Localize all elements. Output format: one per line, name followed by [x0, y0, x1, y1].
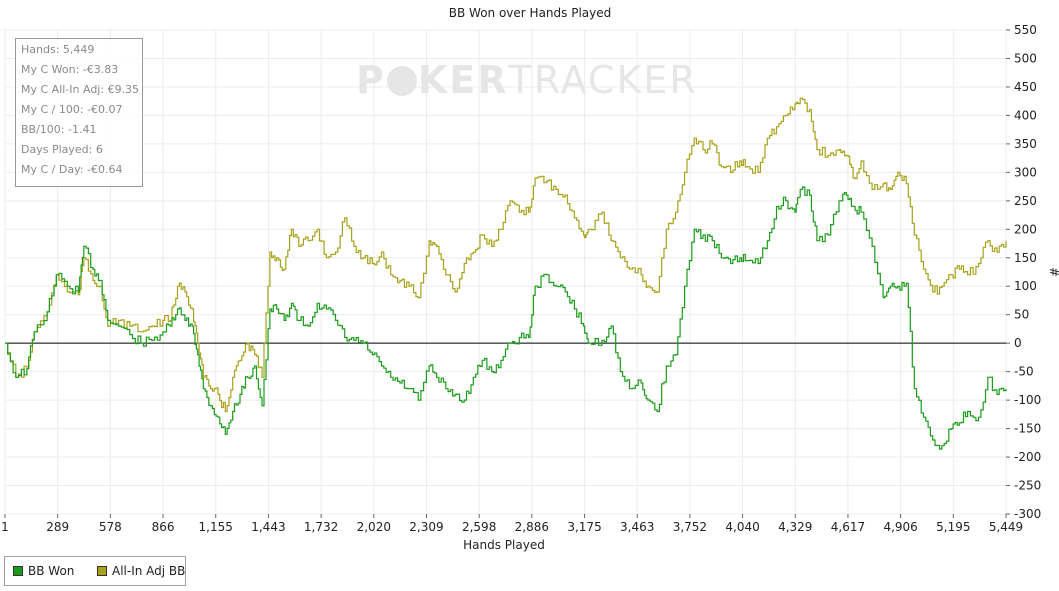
plot-area: [4, 29, 1007, 515]
x-tick-label: 1,732: [304, 520, 338, 534]
y-tick-label: -50: [1014, 365, 1034, 379]
stat-per-day: My C / Day: -€0.64: [21, 163, 123, 176]
y-tick-label: 200: [1014, 222, 1037, 236]
x-tick-label: 3,175: [567, 520, 601, 534]
x-tick-label: 2,886: [515, 520, 549, 534]
legend-label-bb-won: BB Won: [28, 564, 75, 578]
stat-allin-adj: My C All-In Adj: €9.35: [21, 83, 140, 96]
y-axis-label: #: [1047, 267, 1059, 277]
chart-title: BB Won over Hands Played: [449, 6, 611, 20]
y-tick-label: 300: [1014, 165, 1037, 179]
y-tick-label: 400: [1014, 108, 1037, 122]
x-tick-label: 4,040: [725, 520, 759, 534]
y-tick-label: -100: [1014, 393, 1041, 407]
x-tick-label: 5,449: [989, 520, 1023, 534]
watermark-ker: KER: [417, 58, 509, 102]
y-tick-label: 150: [1014, 251, 1037, 265]
stats-box: Hands: 5,449 My C Won: -€3.83 My C All-I…: [15, 38, 143, 187]
chip-icon: [386, 66, 417, 96]
x-tick-label: 4,906: [883, 520, 917, 534]
x-tick-label: 2,309: [409, 520, 443, 534]
x-axis: 1 289 578 866 1,155 1,443 1,732 2,020 2,309 2,598…: [1, 514, 1023, 534]
x-tick-label: 2,020: [357, 520, 391, 534]
x-tick-label: 3,752: [673, 520, 707, 534]
stat-won: My C Won: -€3.83: [21, 63, 119, 76]
legend: BB Won All-In Adj BB: [4, 556, 186, 586]
y-tick-label: 450: [1014, 80, 1037, 94]
y-tick-label: 350: [1014, 137, 1037, 151]
x-axis-label: Hands Played: [463, 538, 545, 552]
legend-item-bb-won: BB Won: [13, 564, 74, 578]
x-tick-label: 4,329: [778, 520, 812, 534]
legend-swatch-allin-adj: [97, 565, 107, 576]
x-tick-label: 4,617: [831, 520, 865, 534]
watermark-p: P: [356, 58, 386, 102]
x-tick-label: 5,195: [936, 520, 970, 534]
legend-swatch-bb-won: [13, 565, 23, 576]
x-tick-label: 866: [152, 520, 175, 534]
y-tick-label: 500: [1014, 51, 1037, 65]
stat-days-played: Days Played: 6: [21, 143, 103, 156]
legend-label-allin-adj: All-In Adj BB: [112, 564, 186, 578]
stat-bb-per-100: BB/100: -1.41: [21, 123, 97, 136]
x-tick-label: 578: [99, 520, 122, 534]
x-tick-label: 289: [46, 520, 69, 534]
y-tick-label: 50: [1014, 308, 1029, 322]
series-group: [5, 97, 1007, 450]
legend-item-allin-adj: All-In Adj BB: [97, 564, 185, 578]
x-tick-label: 1: [1, 520, 9, 534]
y-tick-label: 100: [1014, 279, 1037, 293]
x-tick-label: 1,155: [199, 520, 233, 534]
series-line-allin-adj: [5, 97, 1007, 413]
y-tick-label: -200: [1014, 450, 1041, 464]
y-tick-label: 0: [1014, 336, 1022, 350]
pokertracker-watermark: P KERTRACKER: [356, 58, 698, 102]
series-line-bb-won: [5, 186, 1007, 450]
y-tick-label: 550: [1014, 23, 1037, 37]
x-tick-label: 3,463: [620, 520, 654, 534]
watermark-tracker: TRACKER: [508, 58, 698, 102]
y-tick-label: -300: [1014, 507, 1041, 521]
stat-hands: Hands: 5,449: [21, 43, 95, 56]
stat-per-100: My C / 100: -€0.07: [21, 103, 123, 116]
y-tick-label: 250: [1014, 194, 1037, 208]
x-tick-label: 1,443: [251, 520, 285, 534]
y-tick-label: -250: [1014, 479, 1041, 493]
y-tick-label: -150: [1014, 422, 1041, 436]
x-tick-label: 2,598: [462, 520, 496, 534]
y-axis: 550500450400350300250200150100500-50-100…: [1006, 23, 1041, 521]
